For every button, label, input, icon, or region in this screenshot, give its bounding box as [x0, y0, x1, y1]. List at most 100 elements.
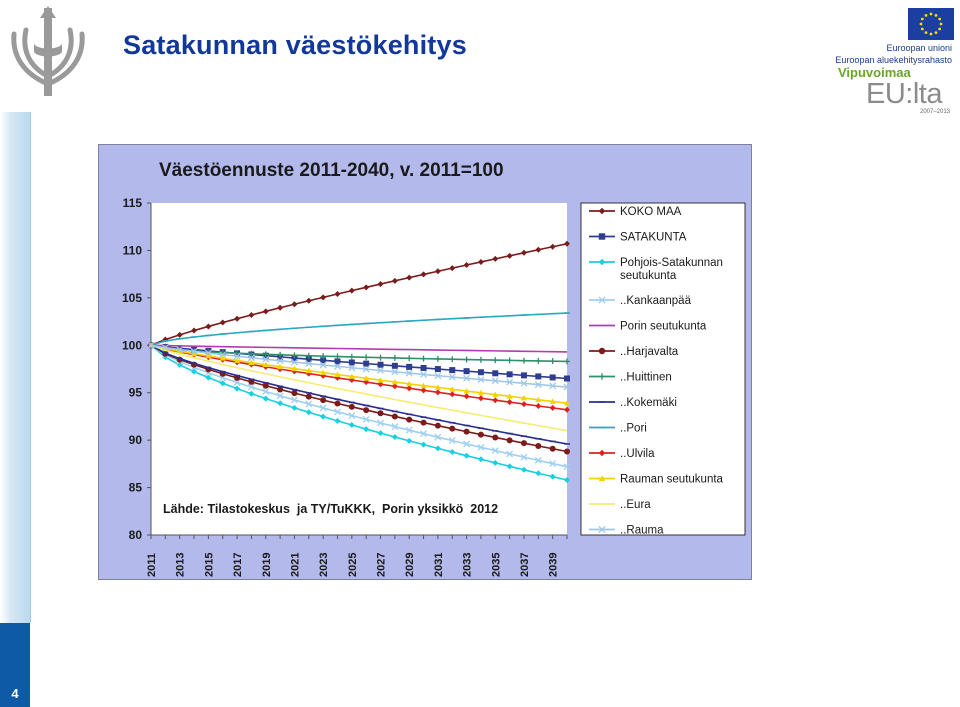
data-point	[391, 368, 399, 376]
data-point	[449, 386, 456, 392]
data-point	[406, 380, 413, 387]
eu-star	[920, 27, 924, 31]
data-point	[463, 393, 470, 400]
eu-fund-text: Euroopan aluekehitysrahasto	[835, 55, 952, 65]
data-point	[205, 353, 212, 359]
x-tick-label: 2035	[490, 553, 502, 577]
data-point	[405, 369, 413, 377]
data-point	[277, 304, 284, 311]
data-point	[535, 470, 542, 477]
data-point	[334, 408, 341, 416]
data-point	[506, 371, 513, 378]
eu-star	[920, 17, 924, 21]
data-point	[334, 362, 341, 370]
data-point	[535, 246, 542, 253]
data-point	[377, 381, 384, 388]
data-point	[534, 456, 542, 464]
data-point	[391, 433, 398, 440]
data-point	[449, 367, 456, 374]
data-point	[406, 385, 413, 392]
data-point	[348, 403, 355, 410]
data-point	[520, 466, 527, 473]
eu-star	[934, 31, 938, 35]
y-tick-label: 80	[129, 528, 143, 542]
y-tick-label: 105	[122, 291, 142, 305]
data-point	[204, 349, 212, 357]
data-point	[549, 243, 556, 250]
data-point	[234, 350, 241, 357]
data-point	[549, 382, 557, 390]
data-point	[305, 356, 312, 363]
data-point	[377, 377, 384, 383]
data-point	[234, 385, 241, 392]
legend-item: Rauman seutukunta	[589, 474, 724, 486]
data-point	[406, 355, 413, 362]
source-label-background	[153, 493, 565, 523]
data-point	[564, 406, 570, 413]
legend-item: ..Ulvila	[589, 448, 655, 460]
data-point	[492, 434, 499, 441]
data-point	[549, 398, 556, 404]
data-point	[506, 437, 513, 444]
data-point	[492, 397, 499, 404]
data-point	[363, 354, 370, 361]
data-point	[420, 419, 427, 426]
data-point	[391, 383, 398, 390]
series-path	[150, 344, 568, 388]
data-point	[598, 449, 606, 457]
data-point	[434, 372, 442, 380]
x-tick-label: 2027	[376, 553, 388, 577]
x-tick-label: 2013	[175, 553, 187, 577]
data-point	[420, 387, 427, 394]
x-tick-label: 2017	[232, 553, 244, 577]
data-point	[506, 393, 513, 399]
data-point	[348, 422, 355, 429]
legend-item: ..Rauma	[589, 525, 664, 537]
data-point	[276, 357, 284, 365]
data-point	[277, 386, 284, 393]
data-point	[147, 341, 155, 349]
data-point	[334, 353, 341, 360]
legend-label: ..Rauma	[620, 525, 664, 537]
eu-star	[938, 27, 942, 31]
data-point	[290, 396, 298, 404]
data-point	[477, 356, 484, 363]
data-point	[520, 357, 527, 364]
data-point	[262, 361, 269, 368]
data-point	[520, 249, 527, 256]
data-point	[491, 377, 499, 385]
data-point	[506, 378, 514, 386]
data-point	[598, 525, 606, 534]
data-point	[598, 258, 606, 266]
x-tick-label: 2015	[203, 553, 215, 577]
data-point	[506, 399, 513, 406]
legend-label: ..Kankaanpää	[620, 295, 692, 307]
data-point	[549, 374, 556, 381]
university-crest-logo	[11, 6, 85, 96]
data-point	[276, 392, 284, 400]
data-point	[319, 404, 327, 412]
data-point	[535, 402, 542, 409]
data-point	[492, 255, 499, 262]
data-point	[477, 395, 484, 402]
data-point	[334, 371, 341, 377]
data-point	[277, 351, 284, 358]
y-tick-label: 95	[129, 386, 143, 400]
data-point	[434, 384, 441, 390]
data-point	[190, 347, 198, 355]
data-point	[463, 374, 471, 382]
data-point	[391, 362, 398, 369]
data-point	[420, 271, 427, 278]
data-point	[363, 426, 370, 433]
data-point	[219, 355, 226, 361]
eu-star	[929, 12, 933, 16]
legend-item: ..Huittinen	[589, 372, 672, 384]
data-point	[305, 352, 312, 359]
data-point	[363, 284, 370, 291]
data-point	[262, 388, 270, 395]
legend-label: ..Huittinen	[620, 372, 672, 384]
data-point	[205, 323, 212, 330]
data-point	[598, 207, 606, 215]
data-point	[520, 440, 527, 447]
data-point	[434, 445, 441, 452]
